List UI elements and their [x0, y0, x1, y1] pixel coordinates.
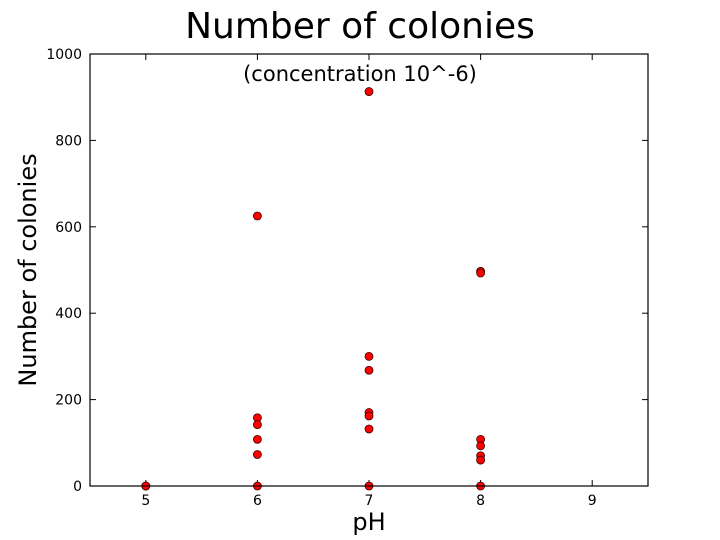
data-point [252, 420, 262, 430]
axis-ticks: 5 6 7 8 9 0 200 400 600 800 1000 [46, 47, 648, 509]
data-point [252, 211, 262, 221]
plot-frame [89, 53, 649, 487]
y-axis-label: Number of colonies [14, 153, 42, 386]
data-point [364, 411, 374, 421]
x-axis-label: pH [352, 508, 385, 536]
x-tick-label: 9 [588, 493, 597, 509]
y-tick-label: 600 [55, 220, 82, 236]
y-tick-label: 800 [55, 133, 82, 149]
x-tick-label: 8 [476, 493, 485, 509]
data-point [476, 455, 486, 465]
data-point [364, 365, 374, 375]
data-points [141, 87, 486, 491]
data-point [364, 424, 374, 434]
x-tick-label: 5 [141, 493, 150, 509]
y-tick-label: 200 [55, 393, 82, 409]
y-tick-label: 1000 [46, 47, 82, 63]
chart-title: Number of colonies [185, 6, 535, 47]
data-point [364, 87, 374, 96]
chart-subtitle: (concentration 10^-6) [243, 62, 477, 86]
data-point [252, 450, 262, 459]
data-point [476, 441, 486, 451]
data-point [476, 268, 486, 278]
y-tick-label: 400 [55, 306, 82, 322]
x-tick-label: 6 [253, 493, 262, 509]
data-point [364, 351, 374, 361]
y-tick-label: 0 [73, 479, 82, 495]
data-point [252, 434, 262, 444]
x-tick-label: 7 [365, 493, 374, 509]
